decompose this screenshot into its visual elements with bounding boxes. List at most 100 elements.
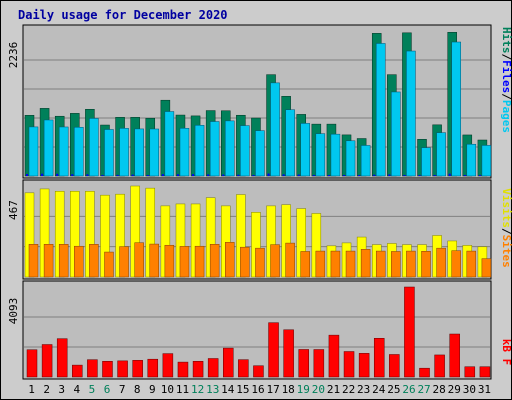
legend: kB F <box>500 339 512 366</box>
bar-files <box>89 118 99 177</box>
bar-sites <box>466 250 477 278</box>
bar-sites <box>285 242 295 278</box>
bar-kbytes <box>41 344 53 378</box>
bar-pages <box>161 174 164 176</box>
bar-sites <box>300 251 310 278</box>
x-tick-label: 10 <box>161 383 174 396</box>
bar-sites <box>43 244 54 278</box>
bar-sites <box>360 249 371 278</box>
bar-kbytes <box>298 349 309 378</box>
bar-kbytes <box>434 354 445 378</box>
legend-hits: Hits <box>500 27 512 54</box>
bar-files <box>481 145 492 177</box>
bar-sites <box>194 245 205 278</box>
legend-visits: Visits <box>500 188 512 228</box>
bar-sites <box>89 244 99 278</box>
bar-sites <box>209 244 220 278</box>
bar-pages <box>252 175 255 176</box>
bar-sites <box>315 250 326 278</box>
x-tick-label: 24 <box>372 383 386 396</box>
x-tick-label: 27 <box>417 383 430 396</box>
bar-kbytes <box>373 338 385 378</box>
bar-pages <box>131 174 134 176</box>
bar-kbytes <box>253 365 264 378</box>
legend: Visits/Sites <box>500 188 512 268</box>
bar-sites <box>104 251 114 278</box>
panel-hits-files-pages: 2236 <box>7 24 492 179</box>
bar-kbytes <box>238 359 249 378</box>
bar-files <box>406 50 416 177</box>
bar-files <box>104 129 114 177</box>
bar-pages <box>192 174 195 176</box>
bar-pages <box>433 175 436 176</box>
bar-pages <box>388 174 391 176</box>
bar-files <box>391 91 401 177</box>
bar-sites <box>375 250 386 278</box>
bar-pages <box>237 174 240 176</box>
bar-kbytes <box>207 358 219 378</box>
bar-pages <box>41 173 44 176</box>
bar-kbytes <box>26 349 38 378</box>
legend-files: Files <box>500 60 512 93</box>
bar-files <box>179 128 190 177</box>
bar-kbytes <box>328 334 340 378</box>
bar-pages <box>403 174 406 176</box>
bar-files <box>451 41 461 177</box>
bar-kbytes <box>479 366 491 378</box>
bar-pages <box>56 173 59 176</box>
bar-pages <box>418 175 421 176</box>
bar-pages <box>116 174 119 176</box>
bar-files <box>134 128 144 177</box>
bar-kbytes <box>464 366 476 378</box>
bar-kbytes <box>162 353 174 378</box>
x-tick-label: 6 <box>104 383 111 396</box>
x-tick-label: 21 <box>327 383 340 396</box>
bar-sites <box>421 251 431 278</box>
bar-kbytes <box>343 351 355 378</box>
bar-pages <box>373 174 376 176</box>
bar-sites <box>119 246 129 278</box>
bar-pages <box>282 174 285 176</box>
bar-files <box>375 43 386 177</box>
bar-sites <box>255 247 265 278</box>
bar-pages <box>463 175 466 176</box>
x-tick-label: 23 <box>357 383 370 396</box>
bar-pages <box>207 174 210 176</box>
bar-files <box>255 130 265 177</box>
x-tick-label: 29 <box>448 383 461 396</box>
bar-kbytes <box>117 360 128 378</box>
x-tick-label: 19 <box>297 383 310 396</box>
bar-pages <box>146 175 149 176</box>
y-max-label: 2236 <box>7 42 20 69</box>
bar-files <box>466 143 477 177</box>
bar-sites <box>58 244 69 278</box>
bar-sites <box>74 245 84 278</box>
x-tick-label: 18 <box>282 383 295 396</box>
legend: Hits/Files/Pages <box>500 27 512 133</box>
bar-kbytes <box>56 338 68 378</box>
bar-kbytes <box>72 364 83 378</box>
bar-kbytes <box>192 361 204 378</box>
bar-files <box>58 126 69 177</box>
bar-sites <box>28 244 39 278</box>
bar-sites <box>406 250 416 278</box>
bar-files <box>74 126 84 177</box>
legend-sites: Sites <box>500 235 512 268</box>
legend-sep: / <box>500 93 512 100</box>
bar-kbytes <box>102 361 113 378</box>
bar-files <box>28 126 39 177</box>
bar-kbytes <box>449 333 460 378</box>
x-tick-label: 31 <box>478 383 491 396</box>
bar-files <box>285 109 295 177</box>
bar-pages <box>358 175 361 176</box>
bar-kbytes <box>313 349 325 378</box>
bar-kbytes <box>147 358 159 378</box>
bar-pages <box>26 174 28 176</box>
bar-pages <box>448 173 451 176</box>
x-tick-label: 9 <box>149 383 156 396</box>
bar-files <box>43 119 54 177</box>
x-tick-label: 17 <box>266 383 279 396</box>
bar-sites <box>391 251 401 278</box>
bar-kbytes <box>177 361 189 378</box>
